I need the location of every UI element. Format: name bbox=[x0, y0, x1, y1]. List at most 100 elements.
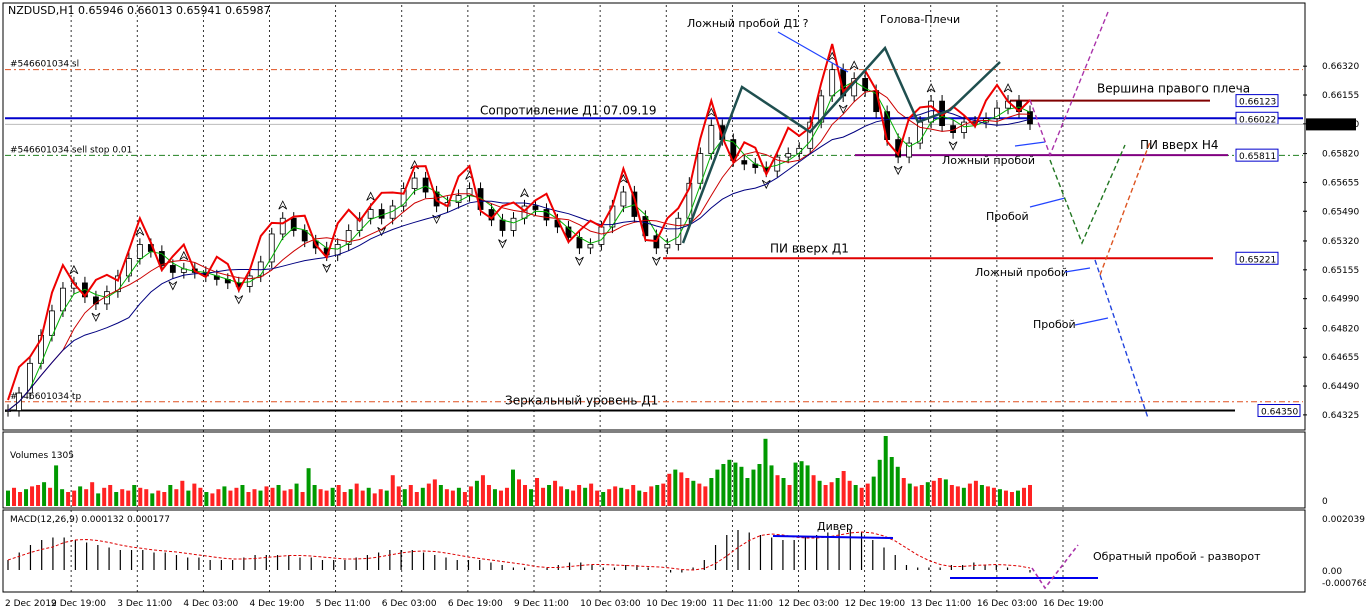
fractal-down bbox=[234, 295, 244, 305]
macd-panel-frame bbox=[2, 509, 1306, 593]
time-tick-label: 10 Dec 03:00 bbox=[580, 599, 641, 609]
candle-body bbox=[994, 107, 1000, 120]
volume-bar bbox=[474, 480, 479, 506]
scenario-arrow-blue bbox=[1094, 259, 1149, 419]
annotations: Ложный пробой Д1 ? Голова-Плечи Ложный про… bbox=[681, 11, 1151, 419]
volume-bar bbox=[901, 478, 906, 506]
volume-bar bbox=[420, 487, 425, 506]
volume-bar bbox=[342, 492, 347, 506]
candle-body bbox=[620, 191, 627, 207]
candle-body bbox=[257, 261, 264, 277]
volume-bar bbox=[673, 469, 678, 506]
volume-bar bbox=[697, 483, 702, 506]
level-price-tag bbox=[1235, 251, 1279, 265]
candle-body bbox=[136, 244, 143, 259]
fractal-up bbox=[926, 83, 936, 93]
volume-bar bbox=[667, 473, 672, 506]
volume-bar bbox=[775, 475, 780, 506]
volume-bar bbox=[769, 465, 774, 506]
volume-bar bbox=[246, 492, 251, 506]
volume-bar bbox=[517, 479, 521, 506]
volume-bar bbox=[168, 485, 173, 506]
volume-bar bbox=[991, 487, 996, 506]
volume-bar bbox=[799, 461, 804, 506]
volume-bar bbox=[504, 487, 509, 506]
annotation-arrow bbox=[1014, 141, 1046, 147]
volume-bar bbox=[36, 485, 41, 506]
volume-bar bbox=[204, 492, 209, 506]
candle-body bbox=[686, 182, 693, 219]
volume-bar bbox=[757, 464, 762, 506]
volume-bar bbox=[72, 490, 77, 506]
level-label: Вершина правого плеча bbox=[1097, 82, 1250, 96]
volume-bar bbox=[979, 485, 984, 506]
volume-bar bbox=[661, 483, 666, 506]
time-tick-label: 12 Dec 03:00 bbox=[779, 599, 840, 609]
volume-bar bbox=[366, 487, 371, 506]
price-tick-label: 0.65990 bbox=[1322, 120, 1359, 130]
volume-bar bbox=[937, 478, 942, 506]
volume-bar bbox=[811, 475, 816, 506]
volume-bar bbox=[66, 492, 71, 506]
volume-bar bbox=[871, 476, 876, 506]
volume-bar bbox=[649, 486, 654, 506]
price-tick-label: 0.64325 bbox=[1322, 411, 1359, 421]
level-price-tag bbox=[1235, 94, 1279, 108]
time-tick-label: 3 Dec 11:00 bbox=[117, 599, 172, 609]
fractal-up bbox=[135, 226, 145, 236]
level-lines: #546601034 sl #546601034 sell stop 0.01 #5… bbox=[5, 60, 1356, 418]
volume-bar bbox=[276, 485, 281, 506]
time-tick-label: 4 Dec 03:00 bbox=[183, 599, 238, 609]
volume-bar bbox=[925, 482, 930, 506]
divergence-label: Дивер bbox=[817, 520, 853, 533]
price-axis: 0.66320 0.66155 0.65990 0.65820 0.65655 0.654… bbox=[1303, 62, 1359, 421]
volume-bar bbox=[643, 492, 648, 506]
volume-bar bbox=[12, 487, 17, 506]
volume-bar bbox=[823, 485, 828, 506]
time-tick-label: 2 Dec 19:00 bbox=[51, 599, 106, 609]
macd-tick-label: -0.000768 bbox=[1322, 579, 1366, 589]
candle-body bbox=[664, 244, 671, 249]
volume-bar bbox=[120, 489, 125, 506]
candle-body bbox=[345, 230, 352, 245]
annotation-breakout: Пробой bbox=[1033, 318, 1076, 331]
volume-bar bbox=[162, 492, 167, 506]
candle-body bbox=[961, 121, 967, 133]
candle-body bbox=[741, 160, 748, 165]
ma-slow bbox=[7, 110, 1031, 411]
price-tick-label: 0.64655 bbox=[1322, 353, 1359, 363]
candle-body bbox=[697, 153, 704, 184]
price-tick-label: 0.64990 bbox=[1322, 295, 1359, 305]
volume-bar bbox=[30, 486, 35, 506]
volume-bar bbox=[949, 485, 954, 506]
volume-bar bbox=[306, 468, 311, 506]
macd-panel: 0.002039 0.00 -0.000768 Дивер Обратный пробо… bbox=[7, 515, 1366, 590]
candle-body bbox=[279, 217, 286, 235]
annotation-false-break-d1: Ложный пробой Д1 ? bbox=[687, 17, 809, 30]
candle-body bbox=[246, 275, 253, 287]
time-tick-label: 2 Dec 2019 bbox=[5, 599, 57, 609]
volume-bar bbox=[877, 459, 882, 506]
volume-bar bbox=[90, 482, 95, 506]
volume-bar bbox=[781, 478, 786, 506]
volume-bar bbox=[577, 485, 582, 506]
candle-body bbox=[708, 125, 715, 154]
fractal-up bbox=[278, 200, 288, 210]
volume-bar bbox=[180, 480, 185, 506]
ma-medium bbox=[7, 89, 1031, 411]
candle-body bbox=[93, 296, 99, 305]
annotation-head-shoulders: Голова-Плечи bbox=[880, 13, 960, 26]
volume-bar bbox=[859, 487, 864, 506]
candle-body bbox=[785, 153, 792, 158]
volume-bar bbox=[360, 490, 365, 506]
price-tick-label: 0.66155 bbox=[1322, 91, 1359, 101]
volume-bar bbox=[805, 465, 810, 506]
fractal-up bbox=[619, 174, 628, 184]
volume-bar bbox=[733, 462, 738, 506]
macd-signal-line bbox=[7, 531, 1031, 571]
volume-bar bbox=[264, 486, 269, 506]
price-tick-label: 0.65820 bbox=[1322, 150, 1359, 160]
candle-body bbox=[334, 244, 341, 256]
macd-tick-label: 0.002039 bbox=[1322, 515, 1365, 525]
